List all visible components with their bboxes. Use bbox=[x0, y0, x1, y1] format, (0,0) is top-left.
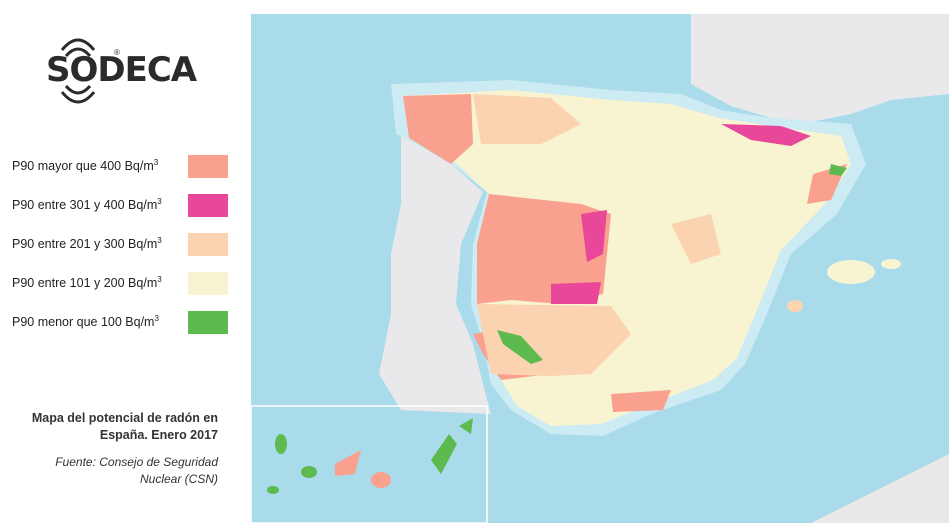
legend-item-101-200: P90 entre 101 y 200 Bq/m3 bbox=[12, 269, 232, 308]
canary-tenerife bbox=[335, 450, 361, 476]
zone-301-400-extremadura bbox=[551, 282, 601, 304]
zone-below-100-sierra-morena bbox=[497, 330, 543, 364]
radon-potential-map bbox=[251, 14, 949, 523]
canary-el-hierro bbox=[267, 486, 279, 494]
legend-swatch bbox=[188, 233, 228, 256]
canary-gran-canaria bbox=[371, 472, 391, 488]
balearic-mallorca bbox=[827, 260, 875, 284]
zone-301-400-pyrenees bbox=[721, 124, 811, 146]
legend-label: P90 mayor que 400 Bq/m3 bbox=[12, 158, 159, 174]
legend-item-201-300: P90 entre 201 y 300 Bq/m3 bbox=[12, 230, 232, 269]
canary-islands-inset-frame bbox=[251, 405, 488, 523]
portugal-land bbox=[379, 114, 491, 414]
france-land bbox=[691, 14, 949, 122]
map-legend: P90 mayor que 400 Bq/m3 P90 entre 301 y … bbox=[12, 152, 232, 347]
canary-lanzarote bbox=[459, 418, 473, 434]
legend-item-below-100: P90 menor que 100 Bq/m3 bbox=[12, 308, 232, 347]
legend-swatch bbox=[188, 272, 228, 295]
north-africa-land bbox=[811, 454, 949, 523]
legend-item-301-400: P90 entre 301 y 400 Bq/m3 bbox=[12, 191, 232, 230]
legend-label: P90 entre 101 y 200 Bq/m3 bbox=[12, 275, 162, 291]
legend-label: P90 menor que 100 Bq/m3 bbox=[12, 314, 159, 330]
legend-label: P90 entre 301 y 400 Bq/m3 bbox=[12, 197, 162, 213]
zone-above-400-sierra-nevada bbox=[611, 390, 671, 412]
legend-swatch bbox=[188, 311, 228, 334]
map-caption: Mapa del potencial de radón en España. E… bbox=[0, 410, 218, 488]
zone-below-100-catalonia bbox=[829, 164, 847, 176]
balearic-ibiza bbox=[787, 300, 803, 312]
legend-label: P90 entre 201 y 300 Bq/m3 bbox=[12, 236, 162, 252]
sodeca-logo-mark bbox=[60, 38, 96, 104]
zone-above-400-west bbox=[477, 194, 611, 304]
zone-201-300-southwest bbox=[477, 304, 631, 376]
legend-item-above-400: P90 mayor que 400 Bq/m3 bbox=[12, 152, 232, 191]
sodeca-logo: SODECA ® bbox=[42, 36, 202, 106]
logo-wordmark: SODECA bbox=[46, 50, 197, 90]
canary-la-palma bbox=[275, 434, 287, 454]
legend-swatch bbox=[188, 194, 228, 217]
caption-title: Mapa del potencial de radón en España. E… bbox=[31, 411, 218, 442]
registered-mark: ® bbox=[114, 48, 120, 57]
zone-201-300-north bbox=[473, 94, 581, 144]
zone-301-400-central bbox=[581, 210, 607, 262]
zone-201-300-east bbox=[671, 214, 721, 264]
legend-swatch bbox=[188, 155, 228, 178]
zone-above-400-galicia bbox=[403, 94, 473, 164]
canary-la-gomera bbox=[301, 466, 317, 478]
balearic-menorca bbox=[881, 259, 901, 269]
caption-source: Fuente: Consejo de Seguridad Nuclear (CS… bbox=[55, 455, 218, 486]
canary-fuerteventura bbox=[431, 434, 457, 474]
